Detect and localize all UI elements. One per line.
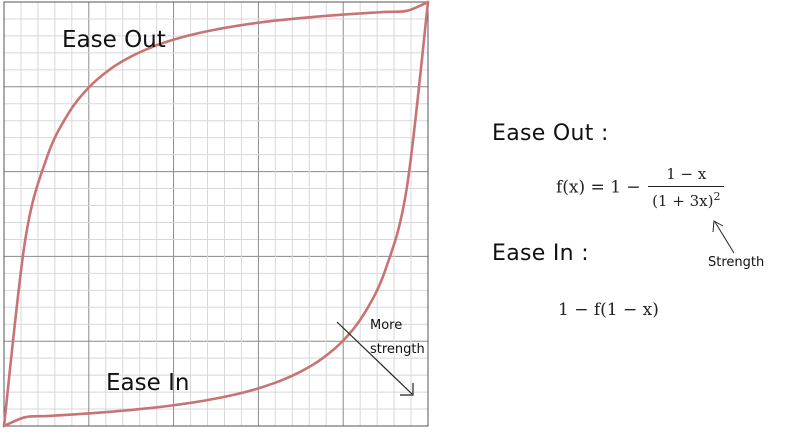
ease-out-curve-label: Ease Out (62, 27, 166, 53)
more-strength-label-line1: More (370, 318, 402, 333)
ease-out-heading: Ease Out : (492, 121, 609, 146)
grid (3, 1, 429, 427)
ease-out-denominator-wrap: (1 + 3x)2 (648, 187, 724, 210)
ease-out-curve (2, 0, 430, 428)
more-strength-label-line2: strength (370, 342, 425, 357)
ease-in-formula: 1 − f(1 − x) (558, 300, 659, 320)
points-layer (3, 1, 429, 427)
strength-arrowhead (712, 220, 724, 233)
ease-out-numerator: 1 − x (648, 165, 725, 187)
series-layer (2, 0, 430, 428)
ease-out-denominator: (1 + 3x) (652, 192, 714, 210)
ease-out-fraction: 1 − x (1 + 3x)2 (648, 165, 725, 210)
plot-frame (3, 1, 429, 427)
ease-in-heading: Ease In : (492, 241, 589, 266)
ease-in-curve-label: Ease In (106, 370, 189, 396)
more-strength-arrowhead (400, 383, 414, 396)
more-strength-arrow (336, 321, 413, 395)
ease-out-exponent: 2 (713, 190, 721, 203)
ease-out-formula: f(x) = 1 − 1 − x (1 + 3x)2 (556, 165, 726, 210)
strength-label: Strength (708, 255, 765, 270)
strength-arrow (714, 221, 735, 254)
ease-in-curve (2, 0, 430, 428)
ease-out-formula-lhs: f(x) = 1 − (556, 177, 641, 198)
